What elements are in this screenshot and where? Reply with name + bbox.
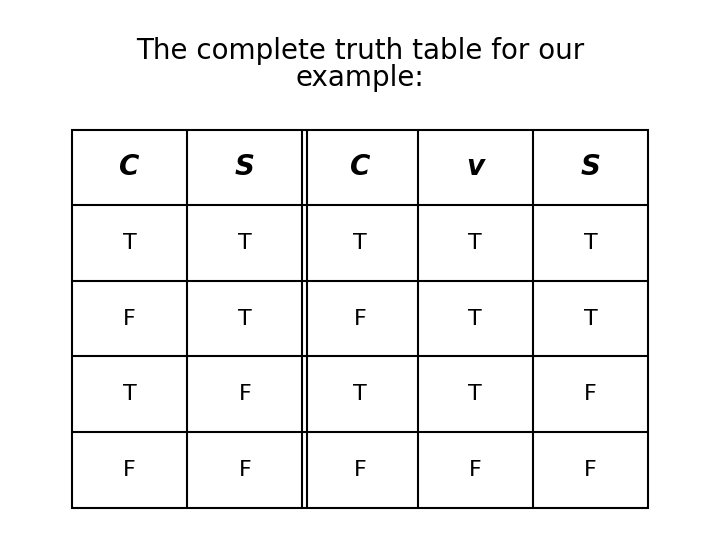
- Text: C: C: [120, 153, 140, 181]
- Text: v: v: [466, 153, 485, 181]
- Text: T: T: [122, 233, 137, 253]
- Text: C: C: [350, 153, 370, 181]
- Text: F: F: [354, 460, 366, 480]
- Text: F: F: [123, 308, 136, 329]
- Bar: [72, 130, 648, 508]
- Text: T: T: [353, 233, 367, 253]
- Text: example:: example:: [296, 64, 424, 92]
- Text: F: F: [238, 384, 251, 404]
- Text: T: T: [468, 233, 482, 253]
- Text: F: F: [469, 460, 482, 480]
- Text: T: T: [122, 384, 137, 404]
- Text: T: T: [238, 233, 252, 253]
- Text: T: T: [583, 233, 598, 253]
- Text: F: F: [584, 460, 597, 480]
- Text: The complete truth table for our: The complete truth table for our: [136, 37, 584, 65]
- Text: F: F: [123, 460, 136, 480]
- Text: S: S: [580, 153, 600, 181]
- Text: F: F: [354, 308, 366, 329]
- Text: F: F: [238, 460, 251, 480]
- Text: T: T: [468, 308, 482, 329]
- Text: T: T: [583, 308, 598, 329]
- Text: T: T: [468, 384, 482, 404]
- Text: T: T: [353, 384, 367, 404]
- Text: F: F: [584, 384, 597, 404]
- Text: T: T: [238, 308, 252, 329]
- Text: S: S: [235, 153, 255, 181]
